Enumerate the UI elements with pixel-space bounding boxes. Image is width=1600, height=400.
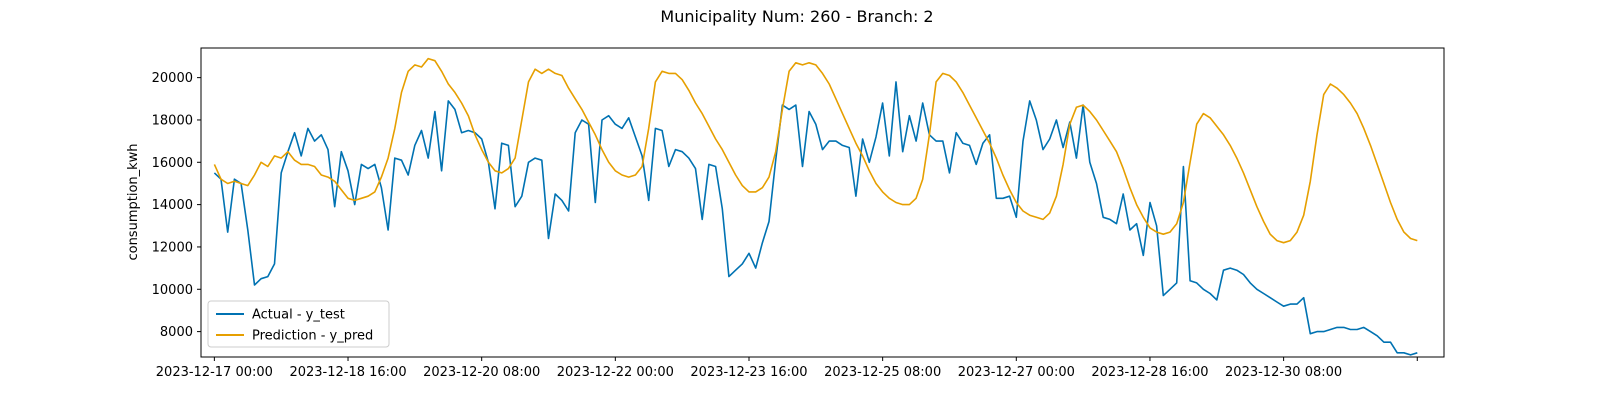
legend-box [207,300,390,348]
x-axis-ticks: 2023-12-17 00:00 2023-12-18 16:00 2023-12-… [156,357,1418,380]
plot-frame [200,47,1445,358]
x-tick-label: 2023-12-28 16:00 [1091,365,1208,380]
x-tick-label: 2023-12-20 08:00 [423,365,540,380]
x-tick-label: 2023-12-27 00:00 [958,365,1075,380]
chart-title: Municipality Num: 260 - Branch: 2 [660,7,933,26]
legend-label: Actual - y_test [252,308,345,323]
series-layer [213,57,1418,356]
y-tick-label: 8000 [160,325,193,340]
x-tick-label: 2023-12-25 08:00 [824,365,941,380]
x-tick-label: 2023-12-30 08:00 [1225,365,1342,380]
legend-label: Prediction - y_pred [252,329,373,344]
series-line-actual [213,81,1418,356]
x-tick-label: 2023-12-22 00:00 [557,365,674,380]
y-tick-label: 20000 [152,71,193,86]
legend: Actual - y_test Prediction - y_pred [207,300,390,348]
y-tick-label: 14000 [152,198,193,213]
y-tick-label: 10000 [152,283,193,298]
x-tick-label: 2023-12-17 00:00 [156,365,273,380]
x-tick-label: 2023-12-23 16:00 [690,365,807,380]
y-tick-label: 12000 [152,240,193,255]
y-axis-label: consumption_kwh [126,143,141,260]
x-tick-label: 2023-12-18 16:00 [289,365,406,380]
y-axis-ticks: 8000 10000 12000 14000 16000 18000 20000 [152,71,201,340]
series-line-prediction [213,57,1418,244]
y-tick-label: 16000 [152,156,193,171]
y-tick-label: 18000 [152,113,193,128]
